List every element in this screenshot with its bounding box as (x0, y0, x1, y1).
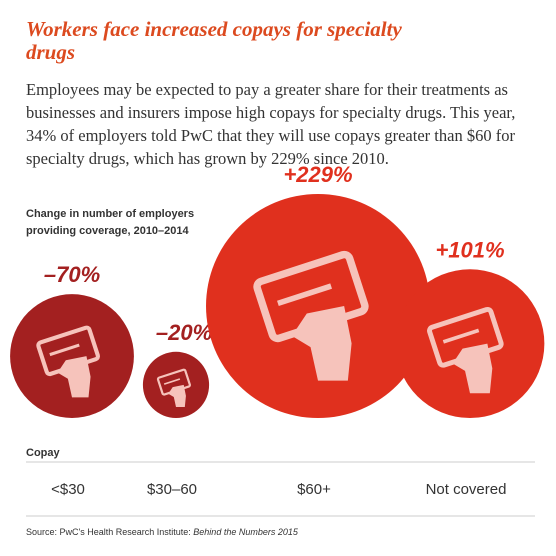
category-label: Not covered (426, 481, 507, 498)
icon (427, 306, 504, 394)
category-label: $60+ (297, 481, 331, 498)
value-label: +229% (283, 162, 352, 187)
value-label: –70% (44, 262, 100, 287)
title: Workers face increased copays for specia… (26, 17, 402, 64)
bubble (10, 294, 134, 418)
source: Source: PwC's Health Research Institute:… (26, 527, 298, 537)
icon (253, 250, 369, 381)
value-label: +101% (435, 237, 504, 262)
bubble (142, 351, 210, 418)
card-stripe (163, 378, 181, 385)
card-stripe (49, 343, 80, 357)
x-axis-label: Copay (26, 447, 61, 459)
subtitle: Employees may be expected to pay a great… (26, 80, 516, 168)
icon (156, 368, 191, 407)
bubble (395, 269, 545, 418)
value-label: –20% (156, 320, 212, 345)
source-text: Source: PwC's Health Research Institute: (26, 527, 194, 537)
bubble (206, 194, 430, 418)
card-stripe (442, 328, 480, 344)
hand (57, 356, 91, 398)
category-label: $30–60 (147, 481, 197, 498)
hand (168, 384, 186, 407)
icon (36, 325, 101, 398)
card-stripe (277, 283, 333, 307)
hand (291, 306, 352, 381)
hand (452, 343, 493, 394)
source-title: Behind the Numbers 2015 (193, 527, 298, 537)
category-label: <$30 (51, 481, 85, 498)
value-axis-label: Change in number of employers providing … (26, 208, 195, 237)
